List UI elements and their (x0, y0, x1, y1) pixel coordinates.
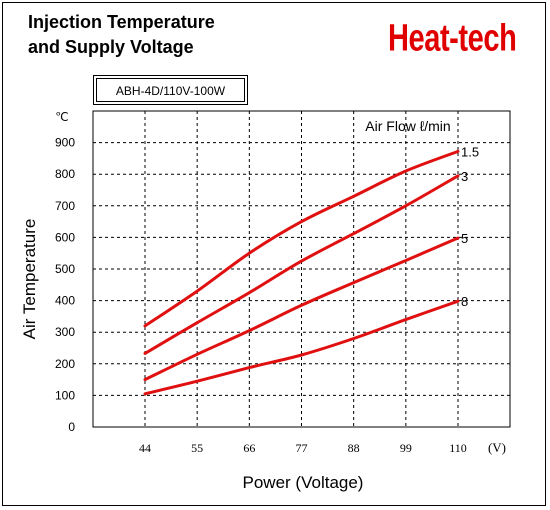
y-tick-label: 500 (55, 262, 75, 276)
model-label-box: ABH-4D/110V-100W (93, 75, 248, 105)
x-axis-label: Power (Voltage) (243, 473, 364, 492)
plot-area-border (92, 110, 511, 428)
model-label: ABH-4D/110V-100W (96, 78, 245, 102)
series-label: 5 (461, 231, 468, 246)
series-line (143, 149, 460, 328)
legend-title: Air Flow ℓ/min (365, 118, 450, 134)
series-line (143, 299, 460, 396)
chart-title: Injection Temperature and Supply Voltage (28, 12, 215, 57)
y-tick-label: 900 (55, 136, 75, 150)
y-tick-label: 200 (55, 357, 75, 371)
y-axis-label: Air Temperature (20, 219, 39, 340)
y-tick-label: 300 (55, 325, 75, 339)
x-tick-label: 110 (449, 441, 467, 455)
series-label: 1.5 (461, 144, 479, 159)
x-tick-label: 88 (348, 441, 360, 455)
grid-lines (93, 111, 510, 427)
chart-frame (2, 2, 546, 506)
y-tick-label: 600 (55, 230, 75, 244)
y-tick-label: 400 (55, 294, 75, 308)
series-line (143, 174, 460, 355)
x-tick-labels: 44 55 66 77 88 99 110 (139, 441, 467, 455)
x-tick-label: 55 (191, 441, 203, 455)
y-unit-label: ℃ (55, 110, 68, 124)
x-tick-label: 66 (243, 441, 255, 455)
y-tick-labels: 0 100 200 300 400 500 600 700 800 900 (55, 136, 75, 434)
y-tick-label: 0 (68, 420, 75, 434)
series-labels: 1.5 3 5 8 (461, 144, 479, 309)
x-unit-label: (V) (488, 440, 506, 455)
series-label: 3 (461, 169, 468, 184)
y-tick-label: 700 (55, 199, 75, 213)
series-lines (143, 149, 460, 396)
x-tick-label: 77 (296, 441, 308, 455)
y-tick-label: 800 (55, 167, 75, 181)
x-tick-label: 44 (139, 441, 151, 455)
series-line (143, 236, 460, 382)
brand-logo: Heat-tech (388, 16, 517, 59)
y-tick-label: 100 (55, 388, 75, 402)
x-tick-label: 99 (400, 441, 412, 455)
series-label: 8 (461, 294, 468, 309)
